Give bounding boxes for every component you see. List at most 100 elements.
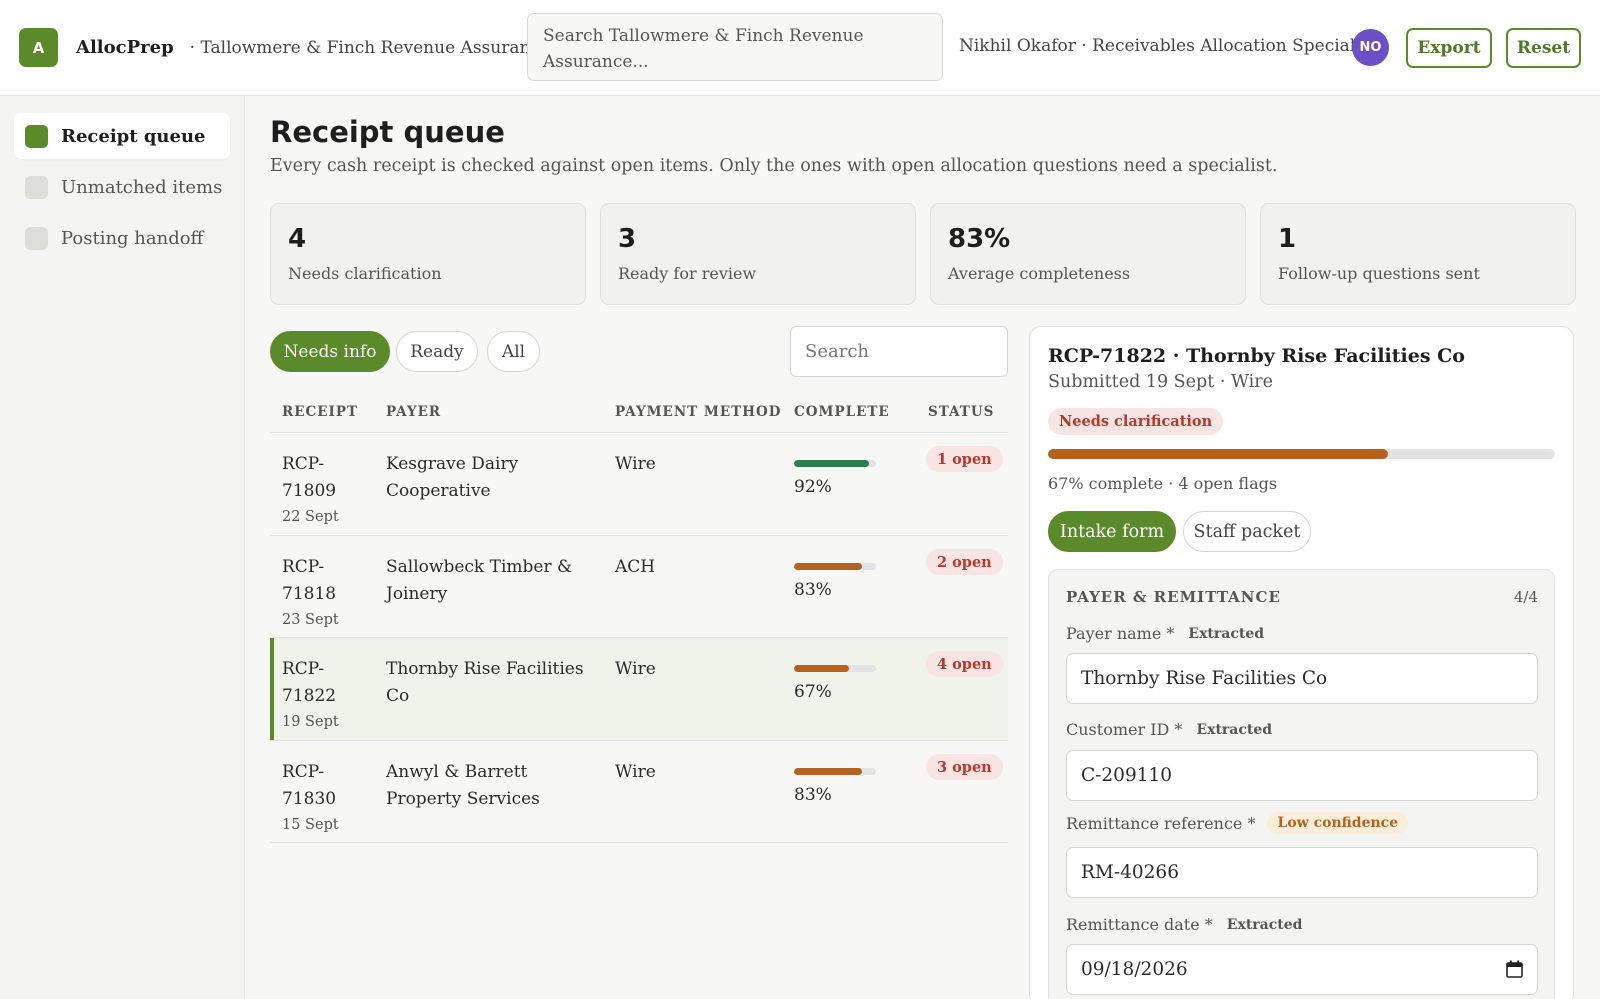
table-divider	[270, 637, 1008, 638]
receipt-id: RCP- 71818 23 Sept	[282, 554, 372, 632]
stat-card-needs-clarification: 4 Needs clarification	[270, 203, 586, 305]
receipt-id-number: 71818	[282, 584, 337, 604]
column-header-payment-method: PAYMENT METHOD	[615, 404, 782, 420]
status-badge: 3 open	[926, 754, 1003, 780]
org-name: · Tallowmere & Finch Revenue Assurance	[189, 37, 551, 58]
sidebar-item-receipt-queue[interactable]: Receipt queue	[14, 113, 230, 159]
completeness-bar	[794, 460, 876, 467]
completeness-bar-fill	[794, 563, 863, 570]
completeness-percent: 92%	[794, 477, 832, 497]
receipt-id-prefix: RCP-	[282, 454, 325, 474]
field-label-text: Payer name *	[1066, 624, 1175, 643]
payer-name: Anwyl & Barrett Property Services	[386, 762, 540, 809]
table-divider	[270, 432, 1008, 433]
tab-staff-packet[interactable]: Staff packet	[1183, 511, 1311, 552]
table-divider	[270, 740, 1008, 741]
payer-name: Sallowbeck Timber & Joinery	[386, 557, 573, 604]
stat-value: 3	[618, 224, 637, 254]
sidebar: Receipt queue Unmatched items Posting ha…	[0, 96, 245, 999]
completeness-bar-fill	[794, 768, 863, 775]
sidebar-item-posting-handoff[interactable]: Posting handoff	[14, 215, 230, 261]
app-name: AllocPrep	[76, 37, 174, 58]
receipt-id: RCP- 71822 19 Sept	[282, 656, 372, 734]
field-label-text: Customer ID *	[1066, 720, 1183, 739]
field-label-remittance-reference: Remittance reference * Low confidence	[1066, 812, 1409, 834]
avatar[interactable]: NO	[1352, 29, 1389, 66]
field-label-remittance-date: Remittance date * Extracted	[1066, 915, 1302, 934]
column-header-payer: PAYER	[386, 404, 442, 420]
extracted-tag: Extracted	[1226, 916, 1303, 933]
detail-progress-fill	[1048, 449, 1388, 459]
payer-name: Kesgrave Dairy Cooperative	[386, 454, 519, 501]
payment-method: Wire	[615, 762, 656, 782]
customer-id-field[interactable]: C-209110	[1066, 750, 1538, 801]
filter-needs-info[interactable]: Needs info	[270, 331, 390, 372]
page-title: Receipt queue	[270, 115, 505, 149]
payment-method: Wire	[615, 659, 656, 679]
low-confidence-tag: Low confidence	[1267, 812, 1409, 834]
payment-method: ACH	[615, 557, 656, 577]
stat-value: 1	[1278, 224, 1297, 254]
detail-subtitle: Submitted 19 Sept · Wire	[1048, 372, 1273, 392]
receipt-date: 22 Sept	[282, 509, 339, 525]
export-button[interactable]: Export	[1406, 28, 1492, 68]
receipt-date: 23 Sept	[282, 612, 339, 628]
completeness-bar	[794, 768, 876, 775]
nav-square-icon	[25, 175, 48, 199]
section-count: 4/4	[1513, 588, 1538, 606]
status-badge: 1 open	[926, 446, 1003, 472]
remittance-date-field[interactable]: 09/18/2026	[1066, 944, 1538, 995]
payer-name: Thornby Rise Facilities Co	[386, 659, 584, 706]
receipt-id: RCP- 71830 15 Sept	[282, 759, 372, 837]
reset-button[interactable]: Reset	[1506, 28, 1581, 68]
column-header-status: STATUS	[928, 404, 995, 420]
stat-card-average-completeness: 83% Average completeness	[930, 203, 1246, 305]
completeness-bar	[794, 563, 876, 570]
receipt-date: 19 Sept	[282, 714, 339, 730]
extracted-tag: Extracted	[1196, 721, 1273, 738]
completeness-percent: 67%	[794, 682, 832, 702]
nav-square-icon	[25, 124, 48, 148]
filter-all[interactable]: All	[487, 331, 540, 372]
table-row[interactable]: RCP- 71809 22 Sept Kesgrave Dairy Cooper…	[270, 433, 1008, 535]
stat-value: 4	[288, 224, 307, 254]
detail-progress-text: 67% complete · 4 open flags	[1048, 474, 1278, 493]
stat-value: 83%	[948, 224, 1011, 254]
sidebar-item-unmatched-items[interactable]: Unmatched items	[14, 164, 230, 210]
receipt-id-number: 71830	[282, 789, 337, 809]
payer-name-field[interactable]: Thornby Rise Facilities Co	[1066, 653, 1538, 704]
remittance-reference-field[interactable]: RM-40266	[1066, 847, 1538, 898]
table-row[interactable]: RCP- 71830 15 Sept Anwyl & Barrett Prope…	[270, 741, 1008, 843]
global-search-input[interactable]: Search Tallowmere & Finch Revenue Assura…	[527, 13, 943, 81]
receipt-id-number: 71822	[282, 686, 337, 706]
tab-intake-form[interactable]: Intake form	[1048, 511, 1176, 552]
receipt-id-prefix: RCP-	[282, 557, 325, 577]
status-badge: Needs clarification	[1048, 408, 1224, 435]
stat-label: Average completeness	[948, 264, 1131, 283]
status-badge: 2 open	[926, 549, 1003, 575]
receipt-id-prefix: RCP-	[282, 762, 325, 782]
stat-label: Ready for review	[618, 264, 757, 283]
column-header-receipt: RECEIPT	[282, 404, 359, 420]
status-badge: 4 open	[926, 651, 1003, 677]
list-search-input[interactable]: Search	[790, 326, 1008, 377]
user-name: Nikhil Okafor · Receivables Allocation S…	[959, 36, 1377, 56]
sidebar-item-label: Posting handoff	[61, 227, 204, 249]
field-label-customer-id: Customer ID * Extracted	[1066, 720, 1272, 739]
top-bar: A AllocPrep · Tallowmere & Finch Revenue…	[0, 0, 1600, 96]
table-row-selected[interactable]: RCP- 71822 19 Sept Thornby Rise Faciliti…	[270, 638, 1008, 740]
table-divider	[270, 535, 1008, 536]
extracted-tag: Extracted	[1188, 625, 1265, 642]
sidebar-item-label: Receipt queue	[61, 125, 206, 147]
receipt-id: RCP- 71809 22 Sept	[282, 451, 372, 529]
calendar-icon[interactable]	[1506, 960, 1523, 978]
field-label-payer-name: Payer name * Extracted	[1066, 624, 1264, 643]
receipt-detail-panel: RCP-71822 · Thornby Rise Facilities Co S…	[1029, 326, 1574, 999]
receipt-date: 15 Sept	[282, 817, 339, 833]
table-divider	[270, 842, 1008, 843]
table-row[interactable]: RCP- 71818 23 Sept Sallowbeck Timber & J…	[270, 536, 1008, 638]
filter-ready[interactable]: Ready	[396, 331, 478, 372]
stat-label: Needs clarification	[288, 264, 442, 283]
field-label-text: Remittance reference *	[1066, 813, 1256, 833]
field-label-text: Remittance date *	[1066, 915, 1213, 934]
